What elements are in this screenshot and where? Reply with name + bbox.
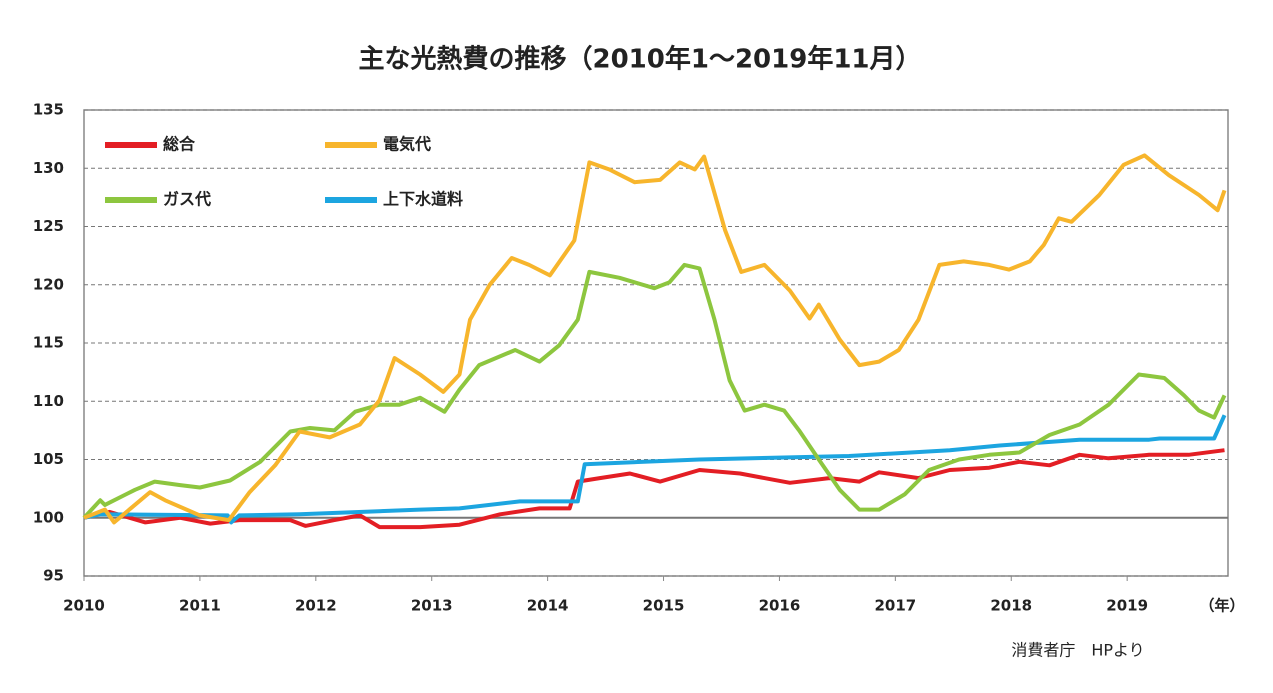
y-tick-label: 120 [33,275,64,293]
y-tick-label: 100 [33,508,64,526]
x-tick-label: 2011 [179,597,221,615]
x-tick-label: 2012 [295,597,337,615]
series-line [83,448,1225,530]
y-tick-label: 105 [33,450,64,468]
x-tick-label: 2019 [1106,597,1148,615]
legend-label: ガス代 [163,190,211,209]
series-line [82,262,1227,520]
y-tick-label: 110 [33,392,64,410]
series-line [83,414,1227,525]
y-tick-label: 115 [33,334,64,352]
legend-label: 総合 [163,135,196,154]
x-axis-label: （年） [1199,597,1244,615]
x-tick-label: 2018 [990,597,1032,615]
source: 消費者庁 HPより [1011,641,1144,660]
y-tick-label: 125 [33,217,64,235]
series-line [83,153,1227,525]
x-tick-label: 2016 [759,597,801,615]
y-tick-label: 130 [33,159,64,177]
y-tick-label: 135 [33,101,64,119]
y-tick-label: 95 [43,567,64,585]
x-tick-label: 2010 [63,597,105,615]
chart-title: 主な光熱費の推移（2010年1～2019年11月） [359,44,922,75]
x-tick-label: 2014 [527,597,569,615]
legend-label: 電気代 [383,135,431,154]
x-tick-label: 2013 [411,597,453,615]
x-tick-label: 2017 [874,597,916,615]
legend-label: 上下水道料 [383,190,463,209]
x-tick-label: 2015 [643,597,685,615]
